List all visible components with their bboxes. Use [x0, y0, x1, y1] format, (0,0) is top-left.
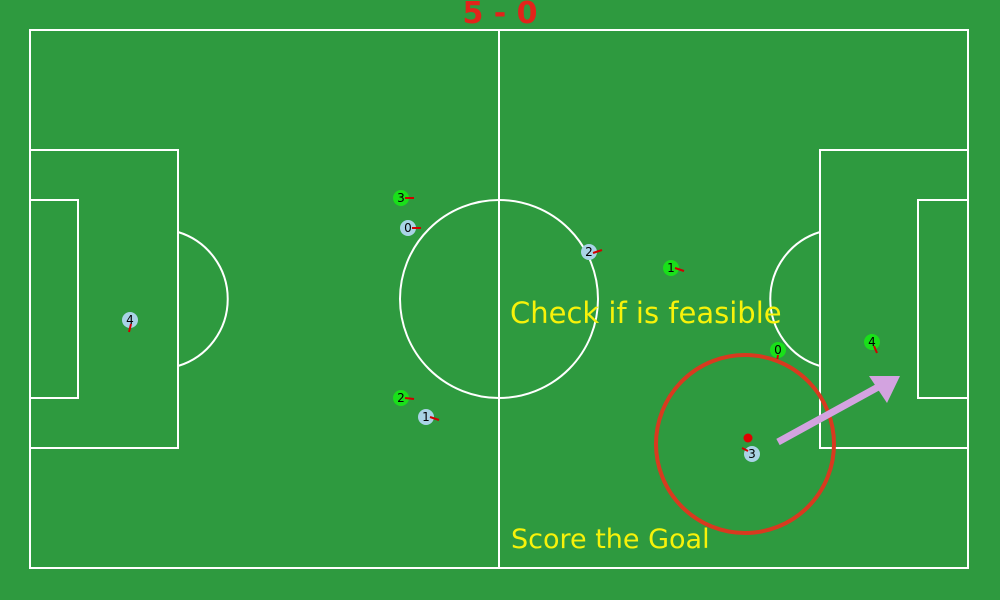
- ball-icon[interactable]: [743, 433, 753, 443]
- heading-marker: [741, 447, 749, 452]
- player-body: [770, 342, 786, 358]
- heading-marker: [429, 416, 440, 421]
- player-number: 4: [868, 335, 876, 349]
- player-body: [581, 244, 597, 260]
- check-feasible-label: Check if is feasible: [510, 296, 782, 330]
- score-goal-label: Score the Goal: [511, 524, 710, 555]
- player-blue[interactable]: 4: [122, 312, 138, 333]
- field-lines: [29, 29, 969, 569]
- player-body: [400, 220, 416, 236]
- player-number: 3: [748, 447, 756, 461]
- heading-marker: [674, 267, 685, 272]
- player-number: 1: [422, 410, 430, 424]
- heading-marker: [128, 323, 132, 333]
- heading-marker: [873, 345, 878, 354]
- player-blue[interactable]: 0: [400, 220, 421, 236]
- left-goal-box: [29, 199, 79, 399]
- team-green: 3 1 2 0 4: [393, 190, 880, 406]
- center-circle: [399, 199, 599, 399]
- scoreboard: 5 - 0: [462, 0, 538, 31]
- arrow-shaft: [776, 382, 882, 446]
- heading-marker: [404, 397, 415, 400]
- player-green[interactable]: 1: [663, 260, 685, 276]
- right-penalty-arc: [769, 231, 821, 367]
- player-blue[interactable]: 1: [418, 409, 440, 425]
- team-blue: 0 2 4 1 3: [122, 220, 760, 462]
- player-body: [418, 409, 434, 425]
- player-body: [393, 390, 409, 406]
- player-number: 1: [667, 261, 675, 275]
- pass-arrow-icon: [776, 376, 900, 446]
- heading-marker: [592, 249, 603, 254]
- left-penalty-arc: [177, 231, 229, 367]
- right-goal-box: [917, 199, 969, 399]
- focus-circle-icon: [654, 353, 836, 535]
- player-number: 0: [404, 221, 412, 235]
- player-number: 3: [397, 191, 405, 205]
- player-green[interactable]: 3: [393, 190, 414, 206]
- player-green[interactable]: 2: [393, 390, 415, 406]
- player-body: [864, 334, 880, 350]
- player-number: 4: [126, 313, 134, 327]
- player-green[interactable]: 4: [864, 334, 880, 354]
- player-body: [663, 260, 679, 276]
- player-blue[interactable]: 3: [741, 446, 760, 462]
- player-body: [122, 312, 138, 328]
- player-body: [393, 190, 409, 206]
- player-number: 2: [585, 245, 593, 259]
- player-number: 0: [774, 343, 782, 357]
- player-blue[interactable]: 2: [581, 244, 603, 260]
- player-number: 2: [397, 391, 405, 405]
- arrow-head: [869, 376, 900, 403]
